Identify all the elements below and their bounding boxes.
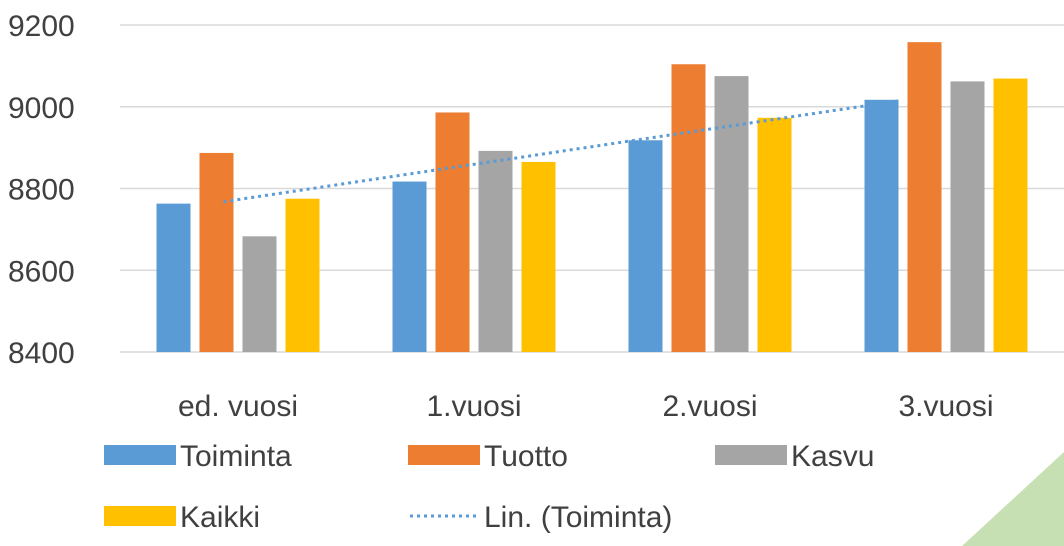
bars — [156, 42, 1028, 353]
y-tick-label: 8600 — [8, 255, 75, 288]
bar-toiminta — [156, 203, 191, 352]
bar-kasvu — [714, 76, 749, 352]
legend-label: Lin. (Toiminta) — [484, 501, 672, 534]
y-tick-label: 8400 — [8, 337, 75, 370]
bar-kasvu — [478, 150, 513, 352]
bar-toiminta — [392, 181, 427, 352]
bar-kasvu — [242, 236, 277, 352]
legend-label: Toiminta — [180, 440, 292, 473]
legend: Toiminta Tuotto Kasvu Kaikki Lin. (Toiminta) — [104, 440, 874, 534]
legend-swatch-toiminta — [104, 445, 176, 465]
bar-kaikki — [521, 161, 556, 352]
legend-label: Tuotto — [484, 440, 568, 473]
x-tick-label: 2.vuosi — [662, 390, 757, 423]
y-tick-label: 9200 — [8, 10, 75, 43]
x-tick-label: 1.vuosi — [426, 390, 521, 423]
y-axis-ticks: 8400 8600 8800 9000 9200 — [8, 10, 75, 370]
trendline — [223, 98, 902, 204]
y-tick-label: 9000 — [8, 92, 75, 125]
bar-kaikki — [285, 198, 320, 352]
bar-tuotto — [435, 112, 470, 352]
corner-decoration — [962, 452, 1064, 546]
x-axis-labels: ed. vuosi 1.vuosi 2.vuosi 3.vuosi — [178, 390, 994, 423]
bar-toiminta — [628, 140, 663, 352]
x-tick-label: ed. vuosi — [178, 390, 298, 423]
bar-kaikki — [993, 78, 1028, 352]
x-tick-label: 3.vuosi — [898, 390, 993, 423]
bar-kasvu — [950, 81, 985, 352]
bar-toiminta — [864, 99, 899, 353]
bar-kaikki — [757, 117, 792, 352]
trendline-line — [223, 98, 902, 204]
legend-label: Kaikki — [180, 501, 260, 534]
bar-tuotto — [671, 64, 706, 353]
legend-swatch-kasvu — [715, 445, 787, 465]
gridlines — [120, 24, 1064, 353]
legend-swatch-kaikki — [104, 506, 176, 526]
bar-tuotto — [907, 42, 942, 352]
legend-swatch-tuotto — [408, 445, 480, 465]
legend-label: Kasvu — [791, 440, 874, 473]
y-tick-label: 8800 — [8, 174, 75, 207]
bar-tuotto — [199, 152, 234, 352]
